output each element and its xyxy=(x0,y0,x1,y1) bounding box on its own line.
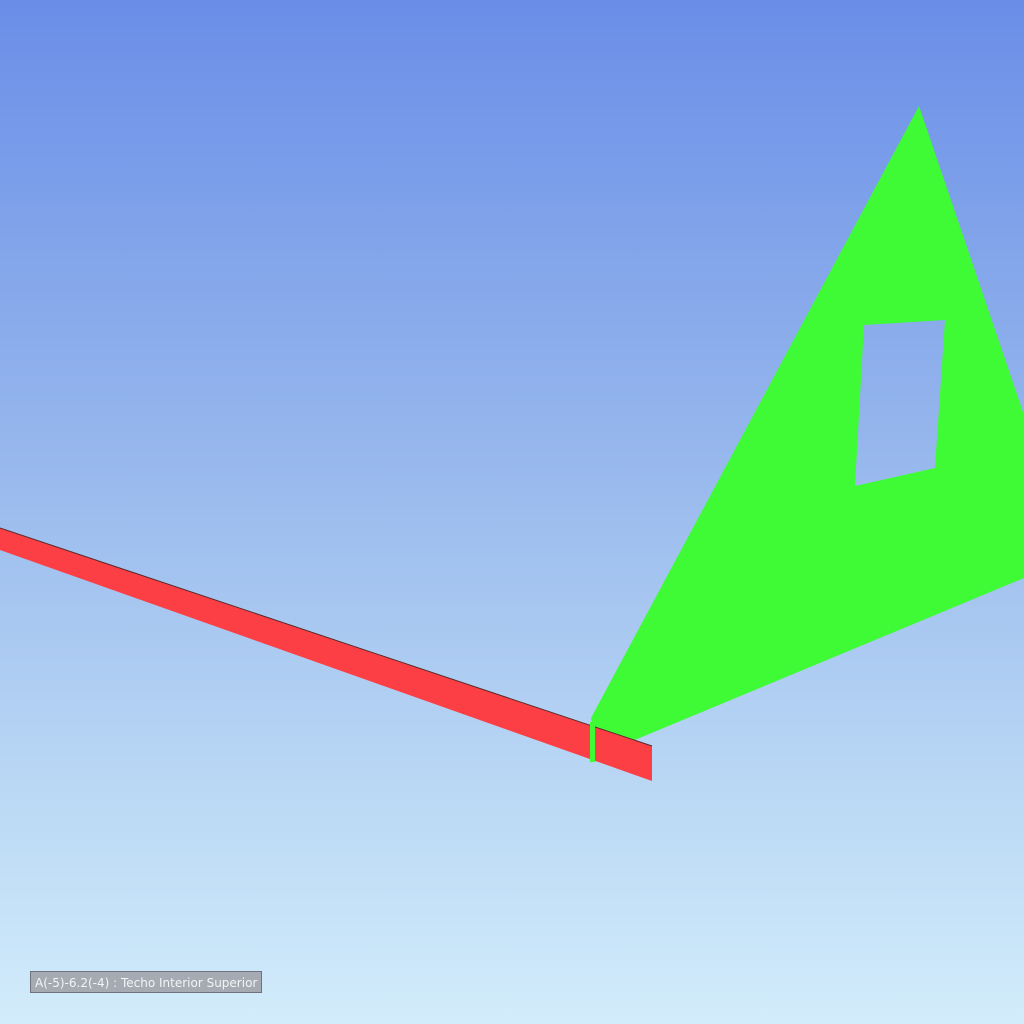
selection-status-label: A(-5)-6.2(-4) : Techo Interior Superior xyxy=(30,971,263,993)
beam-top-edge xyxy=(0,527,653,747)
wall-stud[interactable] xyxy=(590,722,595,762)
gable-wall[interactable] xyxy=(591,106,1024,742)
red-beam[interactable] xyxy=(0,528,652,781)
